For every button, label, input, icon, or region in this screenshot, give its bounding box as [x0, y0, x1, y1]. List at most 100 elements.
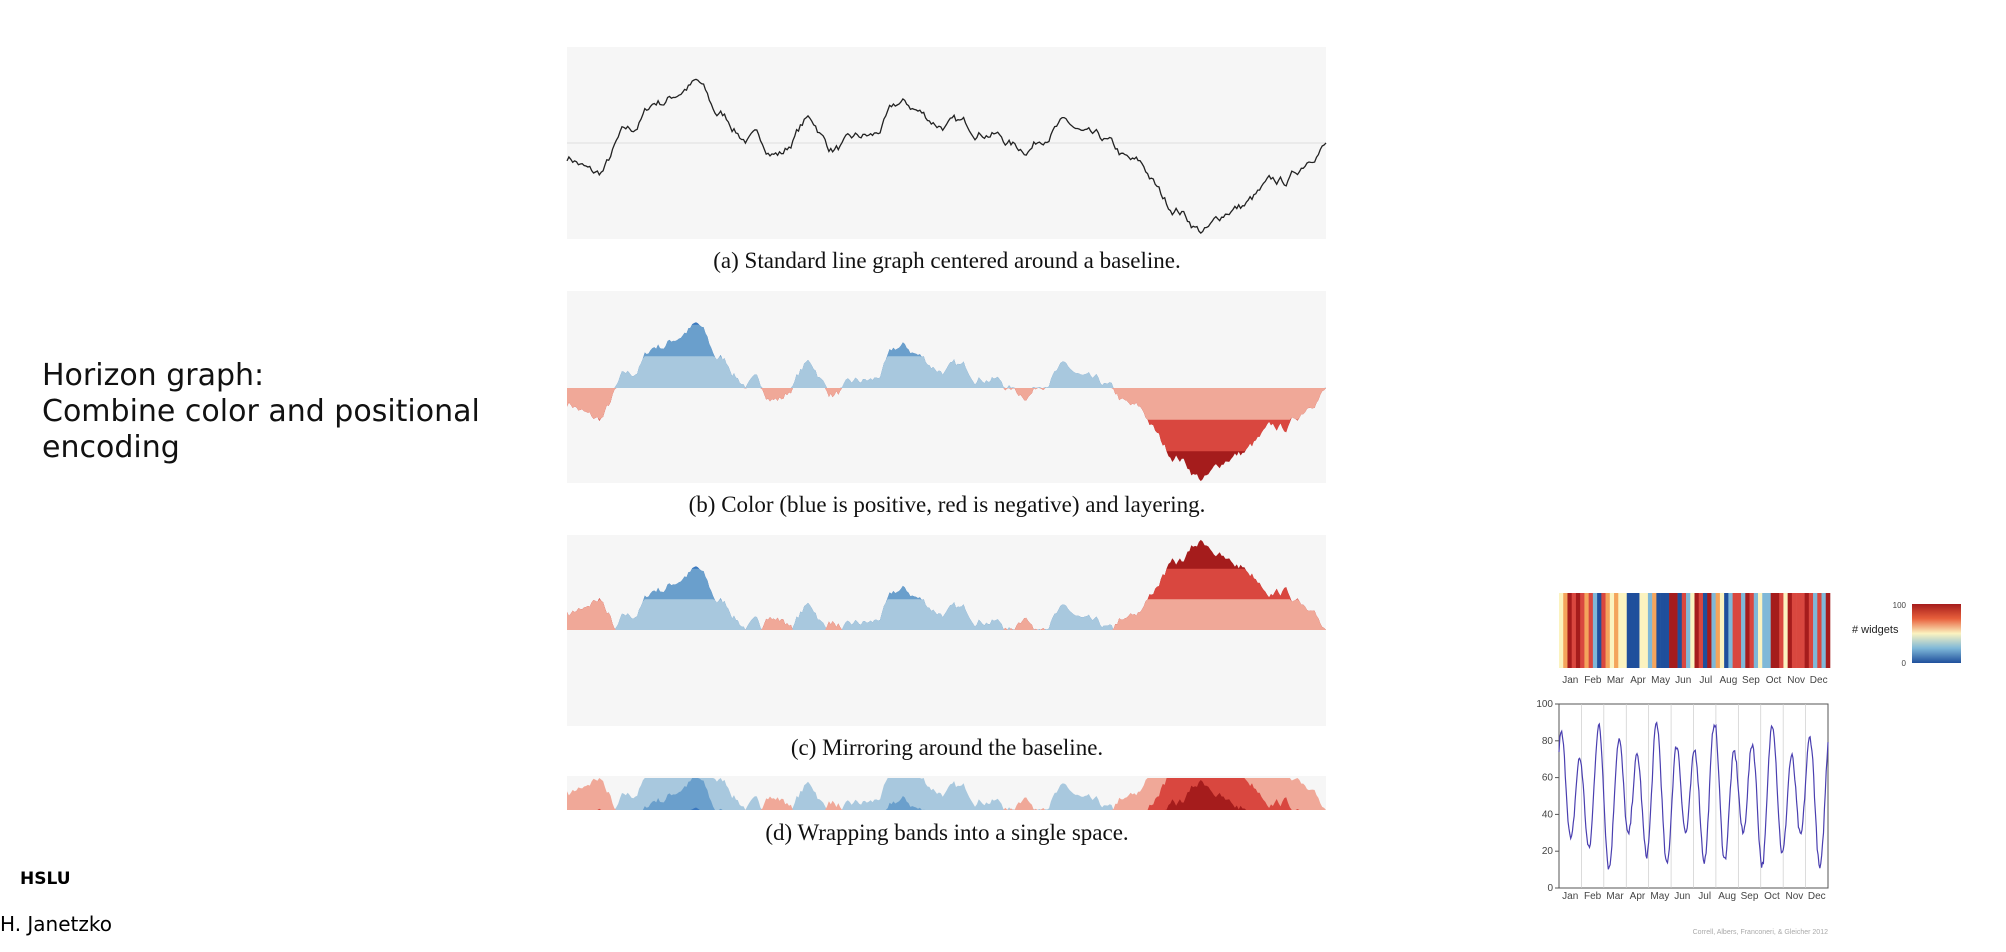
month-label: Mar: [1606, 891, 1624, 902]
heat-stripe: [1745, 593, 1750, 668]
month-label: May: [1651, 675, 1670, 686]
legend-label: # widgets: [1852, 624, 1899, 636]
month-label: Apr: [1630, 891, 1646, 902]
slide-text: encoding: [42, 430, 180, 465]
heat-stripe: [1614, 593, 1619, 668]
mirror-band-pos: [567, 599, 1326, 630]
heat-stripe: [1656, 593, 1661, 668]
heat-stripe: [1592, 593, 1598, 668]
heat-stripe: [1601, 593, 1606, 668]
heat-stripe: [1753, 593, 1759, 668]
heat-stripe: [1796, 593, 1801, 668]
y-tick-label: 0: [1547, 883, 1553, 894]
month-label: Sep: [1742, 675, 1760, 686]
heat-stripe: [1635, 593, 1640, 668]
month-label: Jun: [1675, 675, 1691, 686]
heat-stripe: [1618, 593, 1623, 668]
heat-stripe: [1749, 593, 1755, 668]
y-tick-label: 20: [1542, 846, 1554, 857]
month-label: Aug: [1719, 675, 1737, 686]
heat-stripe: [1673, 593, 1678, 668]
month-label: Sep: [1741, 891, 1759, 902]
legend-min: 0: [1902, 659, 1907, 668]
wrapped-band-neg: [567, 778, 1326, 810]
heat-stripe: [1736, 593, 1742, 668]
heat-stripe: [1677, 593, 1683, 668]
month-label: Jan: [1562, 675, 1578, 686]
heat-stripe: [1707, 593, 1712, 668]
heat-stripe: [1825, 593, 1831, 668]
heat-stripe: [1694, 593, 1700, 668]
month-label: Feb: [1584, 891, 1602, 902]
month-label: Oct: [1766, 675, 1782, 686]
colorbar: [1912, 604, 1961, 663]
heat-stripe: [1715, 593, 1721, 668]
horizon-band-pos: [567, 356, 1326, 388]
heat-stripe: [1702, 593, 1708, 668]
heat-stripe: [1588, 593, 1594, 668]
heat-stripe: [1732, 593, 1738, 668]
heat-stripe: [1762, 593, 1767, 668]
slide-text: Horizon graph:: [42, 358, 264, 393]
heat-stripe: [1575, 593, 1581, 668]
month-label: Feb: [1584, 675, 1602, 686]
heat-stripe: [1774, 593, 1780, 668]
heat-stripe: [1643, 593, 1649, 668]
heat-stripe: [1791, 593, 1797, 668]
heat-stripe: [1821, 593, 1827, 668]
month-label: May: [1650, 891, 1669, 902]
heat-stripe: [1766, 593, 1772, 668]
heat-stripe: [1584, 593, 1589, 668]
heat-stripe: [1563, 593, 1568, 668]
heat-stripe: [1808, 593, 1814, 668]
heat-stripe: [1728, 593, 1733, 668]
heat-stripe: [1817, 593, 1822, 668]
caption: (c) Mirroring around the baseline.: [791, 735, 1103, 760]
caption: (b) Color (blue is positive, red is nega…: [689, 492, 1206, 517]
heat-stripe: [1647, 593, 1653, 668]
heat-stripe: [1660, 593, 1666, 668]
month-label: Jul: [1699, 675, 1712, 686]
heat-stripe: [1605, 593, 1611, 668]
caption: (a) Standard line graph centered around …: [713, 248, 1180, 273]
heat-stripe: [1686, 593, 1691, 668]
y-tick-label: 40: [1542, 809, 1554, 820]
heat-stripe: [1813, 593, 1818, 668]
heat-stripe: [1609, 593, 1615, 668]
caption: (d) Wrapping bands into a single space.: [765, 820, 1128, 845]
heat-stripe: [1681, 593, 1687, 668]
heat-stripe: [1639, 593, 1644, 668]
y-tick-label: 80: [1542, 736, 1554, 747]
heat-stripe: [1664, 593, 1670, 668]
heat-stripe: [1804, 593, 1810, 668]
month-label: Apr: [1630, 675, 1646, 686]
heat-stripe: [1758, 593, 1763, 668]
footer-org: HSLU: [20, 869, 71, 889]
month-label: Nov: [1787, 675, 1805, 686]
horizon-band-neg: [567, 388, 1326, 420]
wrapped-band-pos: [567, 778, 1326, 810]
heat-stripe: [1559, 593, 1564, 668]
heat-stripe: [1626, 593, 1632, 668]
heat-stripe: [1669, 593, 1674, 668]
month-label: Jan: [1562, 891, 1578, 902]
footer-author: H. Janetzko: [0, 912, 112, 936]
legend-max: 100: [1893, 601, 1907, 610]
month-label: Mar: [1607, 675, 1625, 686]
heat-stripe: [1770, 593, 1776, 668]
heat-stripe: [1741, 593, 1746, 668]
heat-stripe: [1779, 593, 1784, 668]
month-label: Oct: [1764, 891, 1780, 902]
heat-stripe: [1800, 593, 1805, 668]
heat-stripe: [1597, 593, 1602, 668]
month-label: Dec: [1808, 891, 1826, 902]
heat-stripe: [1567, 593, 1573, 668]
line-graph: [566, 78, 1327, 234]
slide-text: Combine color and positional: [42, 394, 480, 429]
credit: Correll, Albers, Franconeri, & Gleicher …: [1693, 929, 1828, 936]
month-label: Jun: [1674, 891, 1690, 902]
heat-stripe: [1698, 593, 1704, 668]
wrapped-band-neg: [567, 778, 1326, 810]
heat-stripe: [1724, 593, 1729, 668]
